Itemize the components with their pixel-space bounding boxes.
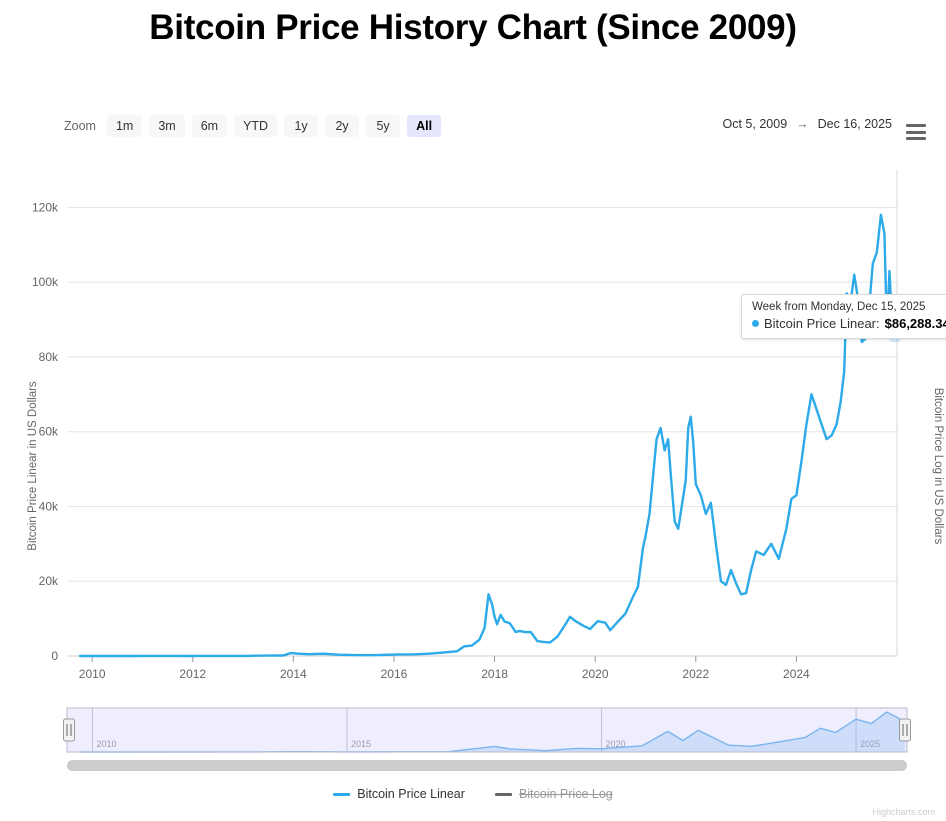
x-axis-tick-label: 2016 — [381, 667, 408, 681]
range-button-6m[interactable]: 6m — [191, 115, 228, 137]
x-axis-tick-label: 2018 — [481, 667, 508, 681]
y-axis-tick-label: 80k — [39, 350, 59, 364]
hamburger-menu-icon[interactable] — [906, 124, 926, 140]
navigator-mask[interactable] — [66, 707, 908, 753]
tooltip-series-label: Bitcoin Price Linear: — [764, 316, 880, 331]
legend-label-log: Bitcoin Price Log — [518, 787, 613, 801]
navigator-handle-left[interactable] — [63, 718, 75, 742]
x-axis-tick-label: 2012 — [179, 667, 206, 681]
navigator-tick-label: 2010 — [96, 739, 116, 749]
navigator-tick-label: 2015 — [351, 739, 371, 749]
y-axis-tick-label: 0 — [51, 649, 58, 663]
navigator-series-area — [80, 712, 905, 752]
y-axis-tick-label: 100k — [32, 275, 59, 289]
x-axis-tick-label: 2022 — [682, 667, 709, 681]
page-title: Bitcoin Price History Chart (Since 2009) — [149, 8, 797, 47]
date-from-input[interactable]: Oct 5, 2009 — [722, 117, 788, 131]
y-axis-tick-label: 60k — [39, 425, 59, 439]
x-axis-tick-label: 2020 — [582, 667, 609, 681]
hamburger-bar-3 — [906, 137, 926, 140]
x-axis-tick-label: 2014 — [280, 667, 307, 681]
range-button-1m[interactable]: 1m — [106, 115, 143, 137]
series-line-bitcoin-price-linear[interactable] — [78, 213, 897, 658]
range-button-ytd[interactable]: YTD — [234, 115, 278, 137]
legend-item-bitcoin-price-linear[interactable]: Bitcoin Price Linear — [333, 787, 465, 801]
legend-line-icon-linear — [333, 792, 351, 796]
tooltip-header: Week from Monday, Dec 15, 2025 — [752, 301, 926, 313]
hamburger-bar-2 — [906, 130, 926, 134]
legend-label-linear: Bitcoin Price Linear — [357, 787, 465, 801]
tooltip-row: Bitcoin Price Linear: $86,288.34 — [752, 316, 946, 331]
x-axis-tick-label: 2010 — [79, 667, 106, 681]
chart-legend: Bitcoin Price Linear Bitcoin Price Log — [0, 787, 946, 801]
range-button-1y[interactable]: 1y — [284, 115, 319, 137]
range-button-3m[interactable]: 3m — [149, 115, 185, 137]
y-axis-tick-label: 120k — [32, 200, 59, 214]
range-button-all[interactable]: All — [407, 115, 442, 137]
x-axis-tick-label: 2024 — [783, 667, 810, 681]
hamburger-bar-1 — [906, 124, 926, 127]
navigator-handle-right[interactable] — [899, 718, 911, 742]
tooltip-value: $86,288.34 — [884, 316, 946, 331]
highcharts-credits[interactable]: Highcharts.com — [872, 807, 935, 817]
chart-plot[interactable]: 0 20k 40k 60k 80k 100k 120k 2010 2012 2014 2016 201… — [0, 160, 946, 690]
y-axis-tick-label: 20k — [39, 574, 59, 588]
navigator-handle-right-body — [899, 718, 911, 742]
range-button-2y[interactable]: 2y — [325, 115, 360, 137]
range-button-5y[interactable]: 5y — [366, 115, 401, 137]
date-range: Oct 5, 2009 → Dec 16, 2025 — [723, 117, 892, 131]
navigator-tick-label: 2025 — [860, 739, 880, 749]
tooltip-series-dot-icon — [752, 320, 759, 327]
range-selector-label: Zoom — [64, 119, 96, 133]
chart-area: Bitcoin Price Linear in US Dollars Bitco… — [0, 160, 946, 690]
navigator[interactable]: 2010 2015 2020 2025 — [0, 700, 946, 780]
date-to-input[interactable]: Dec 16, 2025 — [817, 117, 892, 131]
date-range-arrow-icon: → — [796, 117, 809, 131]
navigator-tick-label: 2020 — [606, 739, 626, 749]
navigator-handle-left-body — [63, 718, 75, 742]
chart-tooltip: Week from Monday, Dec 15, 2025 Bitcoin P… — [741, 294, 946, 339]
navigator-scrollbar[interactable] — [67, 760, 907, 771]
legend-line-icon-log — [494, 792, 512, 796]
legend-item-bitcoin-price-log[interactable]: Bitcoin Price Log — [494, 787, 613, 801]
range-selector: Zoom 1m 3m 6m YTD 1y 2y 5y All — [64, 114, 442, 138]
y-axis-tick-label: 40k — [39, 499, 59, 513]
